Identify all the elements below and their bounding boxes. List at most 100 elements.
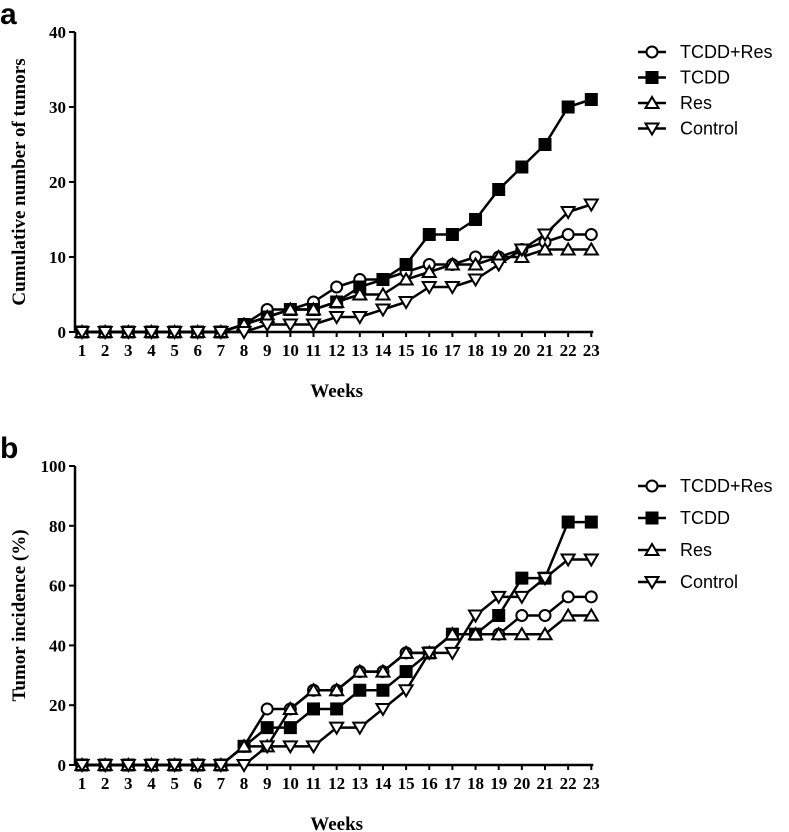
panel-a-x-tick-label: 8 [240,341,249,360]
panel-b-x-tick-label: 5 [170,774,179,793]
panel-b-series-TCDD+Res [75,590,598,772]
panel-a-data-point [143,326,160,340]
panel-a-data-point [351,311,369,325]
panel-a-data-point [467,256,484,271]
panel-a-x-tick-label: 1 [78,341,87,360]
panel-a-data-point [444,281,461,295]
panel-a-x-tick-label: 11 [305,341,321,360]
panel-b-data-point [559,607,577,622]
panel-a-x-tick-label: 5 [170,341,179,360]
panel-b-x-tick-label: 3 [124,774,133,793]
panel-a-legend-label: Res [680,93,712,113]
panel-a-data-point [374,303,392,318]
panel-b-data-point [536,626,554,641]
panel-a-data-point [422,228,436,241]
panel-a-data-point [445,228,459,241]
panel-b-data-point [467,609,484,624]
panel-b-data-point [96,759,114,773]
panel-b-data-point [353,683,367,697]
panel-a-data-point [515,160,529,174]
panel-b-x-tick-label: 16 [421,774,438,793]
panel-b-data-point [515,571,529,585]
panel-b-x-tick-label: 1 [78,774,87,793]
panel-a-legend-label: TCDD+Res [680,42,773,62]
panel-a-data-point [492,183,506,196]
panel-a-data-point [235,326,253,340]
panel-a-data-point [73,326,91,340]
panel-a-data-point [536,241,554,256]
panel-b-data-point [492,609,506,622]
panel-b-y-tick-label: 80 [49,517,66,536]
panel-b-data-point [584,590,598,604]
panel-a-x-tick-label: 7 [217,341,226,360]
panel-b-data-point [120,759,137,773]
panel-a-y-tick-label: 10 [49,248,66,267]
panel-a-data-point [282,301,299,316]
panel-b-series-line [82,595,592,767]
panel-b-y-tick-label: 40 [49,636,66,655]
panel-b-x-tick-label: 14 [374,774,392,793]
panel-b-x-axis-title: Weeks [310,814,363,832]
panel-a-data-point [328,294,345,308]
panel-b-x-tick-label: 10 [282,774,299,793]
panel-b-legend-label: Res [680,540,712,560]
panel-b-y-axis-title: Tumor incidence (%) [9,529,30,701]
panel-b-x-tick-label: 7 [217,774,226,793]
panel-b-data-point [490,590,507,605]
panel-b-data-point [260,721,274,735]
panel-a-data-point [490,258,507,273]
panel-b-x-tick-label: 11 [305,774,321,793]
panel-a-data-point [397,271,415,286]
panel-b-legend-item: Res [638,540,712,560]
panel-a-x-tick-label: 9 [263,341,272,360]
panel-b-data-point [328,682,345,697]
panel-a-y-tick-label: 20 [49,173,66,192]
panel-a-x-tick-label: 19 [490,341,507,360]
panel-a-x-tick-label: 4 [147,341,156,360]
panel-b-legend-marker [643,542,661,556]
panel-b-data-point [351,721,369,736]
panel-a-x-tick-label: 6 [194,341,203,360]
panel-b-data-point [328,721,345,736]
panel-b-x-tick-label: 4 [147,774,156,793]
panel-b-data-point [538,609,552,622]
panel-b-data-point [399,665,413,679]
panel-a-data-point [536,228,554,243]
panel-a-data-point [376,273,390,286]
panel-b-x-tick-label: 8 [240,774,249,793]
panel-a-x-axis-title: Weeks [310,381,363,402]
panel-a-data-point [374,286,392,301]
panel-a-legend-marker [643,122,661,137]
panel-b-series-Control [73,553,600,773]
panel-b-data-point [515,609,529,622]
panel-a-x-tick-label: 12 [328,341,345,360]
panel-b-x-tick-label: 15 [398,774,415,793]
panel-b-x-tick-label: 23 [583,774,600,793]
panel-a-data-point [584,228,598,241]
panel-a-data-point [420,281,438,295]
panel-b-data-point [420,646,438,661]
panel-a-data-point [189,326,207,340]
panel-a-data-point [258,318,276,333]
panel-a-letter: a [0,0,17,31]
panel-a-data-point [467,273,484,288]
panel-a-x-tick-label: 20 [513,341,530,360]
panel-a-data-point [469,213,483,226]
panel-a-legend-label: TCDD [680,68,730,88]
panel-b-legend-label: Control [680,572,738,592]
panel-a-x-tick-label: 3 [124,341,133,360]
panel-a-data-point [399,258,413,271]
panel-b-data-point [374,663,392,678]
panel-b-legend-item: Control [638,572,738,592]
panel-b-data-point [397,644,415,659]
panel-b-legend-label: TCDD+Res [680,476,773,496]
panel-b-data-point [282,740,299,755]
panel-b-data-point [258,740,276,755]
panel-b-x-tick-label: 21 [537,774,554,793]
panel-a-legend-item: Res [638,93,712,113]
panel-a-data-point [305,318,322,333]
panel-a-x-tick-label: 14 [374,341,392,360]
panel-b-legend-marker [645,511,659,525]
panel-b-data-point [561,590,575,604]
panel-a-data-point [96,326,114,340]
